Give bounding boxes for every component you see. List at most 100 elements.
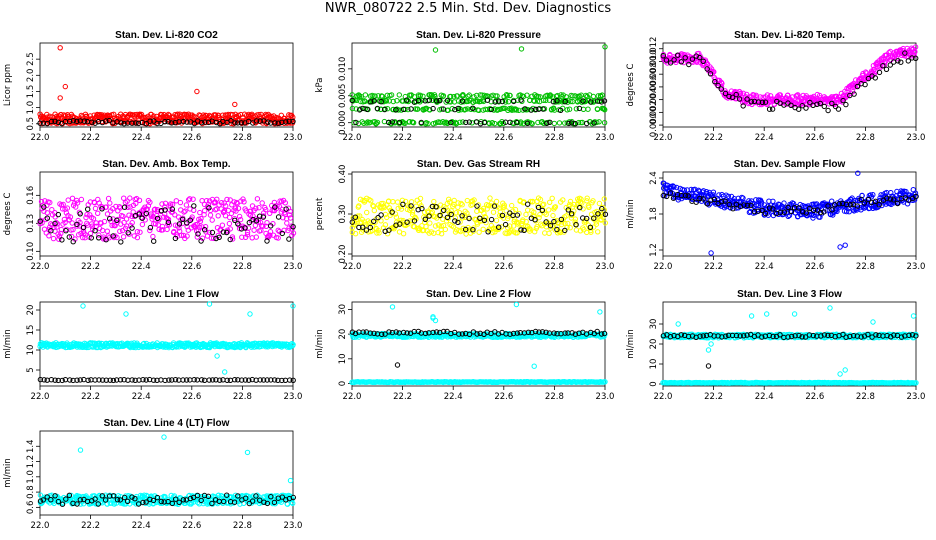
- data-point: [554, 223, 561, 230]
- x-tick-label: 22.2: [393, 133, 412, 143]
- selected-point: [400, 201, 406, 208]
- data-point: [757, 94, 763, 100]
- selected-point: [426, 97, 433, 103]
- selected-point: [180, 216, 186, 223]
- selected-point: [37, 218, 43, 224]
- selected-point: [851, 91, 857, 97]
- data-point: [349, 229, 355, 236]
- data-point: [356, 203, 362, 209]
- data-point: [431, 198, 437, 205]
- data-point: [576, 119, 582, 126]
- selected-point: [762, 99, 769, 105]
- data-point: [860, 70, 866, 77]
- selected-point: [440, 106, 447, 112]
- selected-point: [232, 217, 238, 224]
- selected-point: [799, 103, 805, 109]
- data-point: [425, 120, 431, 127]
- data-point: [374, 119, 381, 126]
- x-tick-label: 22.2: [704, 262, 723, 272]
- data-point: [229, 202, 235, 208]
- data-point: [199, 235, 206, 241]
- series-selected: [660, 50, 919, 114]
- data-point: [390, 199, 396, 205]
- selected-point: [532, 217, 538, 223]
- series-all: [349, 301, 608, 386]
- data-point: [523, 211, 529, 218]
- selected-point: [121, 121, 127, 127]
- selected-point: [364, 106, 370, 113]
- data-point: [588, 229, 594, 235]
- selected-point: [139, 215, 145, 221]
- selected-point: [118, 239, 124, 245]
- data-point: [232, 205, 239, 211]
- data-point: [234, 200, 240, 207]
- selected-point: [154, 215, 161, 222]
- data-point: [513, 107, 520, 113]
- selected-point: [286, 118, 292, 124]
- selected-point: [253, 218, 260, 224]
- data-point: [543, 97, 549, 104]
- data-point: [581, 227, 587, 233]
- selected-point: [459, 98, 466, 104]
- selected-point: [788, 102, 794, 109]
- x-tick-label: 22.6: [182, 392, 201, 402]
- selected-point: [602, 211, 609, 218]
- data-point: [580, 206, 586, 212]
- data-point: [559, 99, 565, 105]
- data-point: [137, 229, 143, 235]
- data-point: [219, 222, 226, 228]
- data-point: [187, 196, 193, 202]
- selected-point: [591, 120, 597, 126]
- selected-point: [260, 214, 266, 220]
- data-point: [66, 216, 72, 223]
- chart-title: Stan. Dev. Sample Flow: [734, 159, 846, 170]
- data-point: [456, 210, 463, 216]
- data-point: [537, 94, 543, 100]
- selected-point: [678, 59, 684, 65]
- selected-point: [187, 217, 194, 223]
- data-point: [352, 231, 359, 237]
- selected-point: [180, 118, 187, 125]
- plot-frame: [662, 301, 917, 387]
- selected-point: [535, 204, 542, 211]
- selected-point: [485, 229, 491, 235]
- data-point: [596, 119, 602, 125]
- data-point: [458, 99, 464, 105]
- data-point: [505, 99, 512, 105]
- data-point: [736, 198, 742, 205]
- data-point: [567, 225, 573, 231]
- selected-point: [374, 105, 381, 112]
- selected-point: [52, 220, 58, 227]
- x-tick-label: 22.0: [343, 262, 362, 272]
- data-point: [490, 209, 497, 215]
- selected-point: [422, 216, 428, 223]
- selected-point: [133, 120, 139, 126]
- series-all: [660, 44, 919, 108]
- data-point: [579, 200, 585, 206]
- data-point: [127, 195, 133, 201]
- selected-point: [371, 98, 377, 104]
- selected-point: [52, 118, 58, 125]
- x-tick-label: 22.4: [132, 392, 151, 402]
- x-tick-label: 22.0: [654, 262, 673, 272]
- data-point: [674, 184, 680, 191]
- x-tick-label: 22.4: [444, 133, 463, 143]
- selected-point: [235, 120, 241, 126]
- selected-point: [587, 224, 594, 231]
- data-point: [439, 208, 446, 214]
- selected-point: [488, 216, 495, 223]
- y-tick-label: 10: [649, 359, 659, 370]
- data-point: [471, 197, 477, 203]
- selected-point: [591, 215, 597, 221]
- data-point: [64, 205, 71, 211]
- x-tick-label: 22.8: [856, 133, 875, 143]
- y-tick-label: 0.012: [649, 37, 659, 61]
- data-point: [289, 117, 295, 123]
- data-point: [476, 229, 482, 235]
- data-point: [584, 195, 590, 201]
- selected-point: [455, 105, 461, 112]
- data-point: [120, 234, 127, 240]
- data-point: [708, 250, 714, 256]
- data-point: [150, 214, 156, 220]
